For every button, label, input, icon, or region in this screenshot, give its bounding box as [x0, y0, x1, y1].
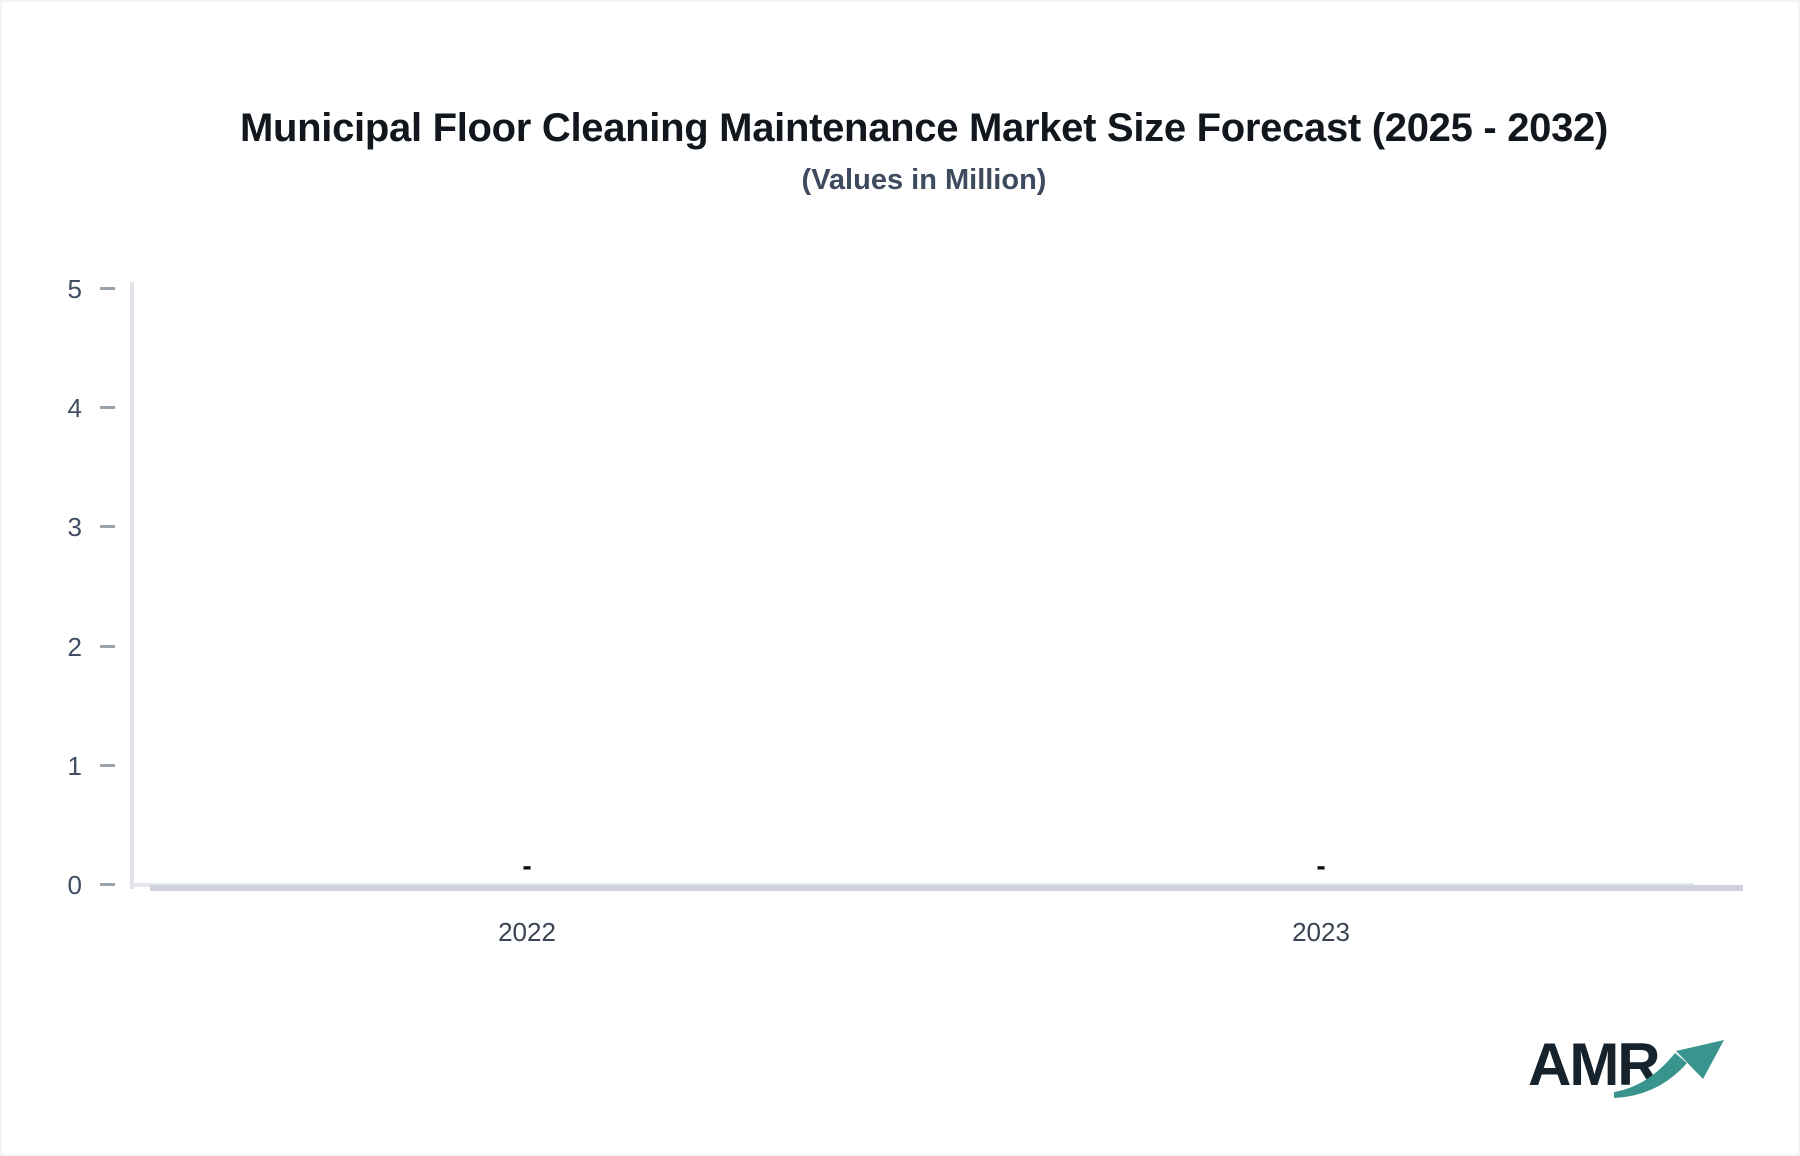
y-axis-tick-label: 4	[67, 393, 82, 424]
chart-subtitle: (Values in Million)	[801, 164, 1047, 196]
y-axis-tick-label: 3	[67, 512, 82, 543]
growth-arrow-icon	[1614, 1040, 1724, 1098]
y-axis-tick-label: 0	[67, 870, 82, 900]
y-axis-tick-mark	[100, 763, 115, 767]
y-axis-tick-mark	[100, 525, 115, 529]
x-axis-tick-label: 2022	[498, 917, 556, 947]
bar-value-label: -	[522, 850, 532, 881]
y-axis-tick-mark	[100, 287, 115, 290]
amr-logo: AMR	[1528, 1030, 1748, 1114]
y-axis-tick-mark	[100, 883, 115, 886]
chart-title: Municipal Floor Cleaning Maintenance Mar…	[240, 106, 1608, 150]
x-axis-tick-label: 2023	[1292, 917, 1350, 947]
y-axis-tick-mark	[100, 406, 115, 410]
y-axis-tick-mark	[100, 644, 115, 648]
y-axis-tick-label: 1	[67, 750, 82, 781]
x-axis-baseline-overlay	[150, 885, 1743, 891]
y-axis-line	[130, 282, 134, 889]
y-axis-tick-label: 2	[67, 631, 82, 662]
y-axis-tick-label: 5	[67, 274, 82, 304]
bar-value-label: -	[1316, 850, 1326, 881]
